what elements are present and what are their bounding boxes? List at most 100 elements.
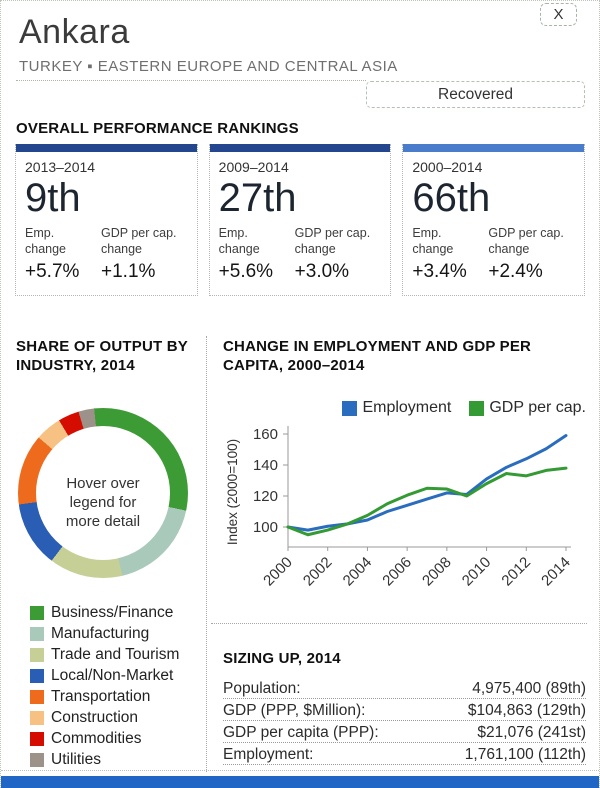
- metric-value: +5.7%: [25, 260, 80, 282]
- gdp-legend-item: GDP per cap.: [469, 399, 586, 417]
- employment-change-metric: Emp. change +3.4%: [412, 225, 474, 283]
- metric-value: +1.1%: [101, 260, 156, 282]
- card-accent-bar: [16, 144, 197, 152]
- svg-text:120: 120: [253, 488, 278, 505]
- metric-label: Emp. change: [218, 226, 260, 257]
- metric-label: GDP per cap. change: [101, 226, 177, 257]
- manufacturing-swatch-icon: [30, 626, 44, 641]
- row-value: 4,975,400 (89th): [472, 680, 586, 697]
- legend-label: Local/Non-Market: [51, 666, 174, 684]
- business-finance-swatch-icon: [30, 605, 44, 620]
- gdp-swatch-icon: [469, 400, 485, 416]
- row-label: GDP per capita (PPP):: [223, 724, 379, 741]
- card-period: 2009–2014: [218, 159, 289, 175]
- sizing-table: Population: 4,975,400 (89th) GDP (PPP, $…: [223, 677, 586, 765]
- y-axis-label: Index (2000=100): [225, 439, 240, 545]
- employment-swatch-icon: [342, 400, 358, 416]
- legend-item-business-finance[interactable]: Business/Finance: [30, 602, 179, 623]
- card-rank: 66th: [412, 176, 491, 220]
- legend-item-transportation[interactable]: Transportation: [30, 686, 179, 707]
- svg-text:2004: 2004: [340, 554, 376, 590]
- svg-text:2010: 2010: [459, 554, 495, 590]
- donut-hole: Hover over legend for more detail: [36, 426, 170, 560]
- svg-text:2012: 2012: [498, 554, 534, 590]
- card-accent-bar: [403, 144, 585, 152]
- card-rank: 9th: [25, 176, 81, 220]
- legend-label: Utilities: [51, 750, 101, 768]
- svg-text:2000: 2000: [260, 554, 296, 590]
- metric-label: GDP per cap. change: [294, 226, 371, 257]
- legend-label: Employment: [362, 399, 452, 416]
- industry-section-heading: SHARE OF OUTPUT BY INDUSTRY, 2014: [16, 338, 188, 374]
- footer-divider: [1, 770, 599, 771]
- row-label: Population:: [223, 680, 301, 697]
- legend-label: GDP per cap.: [489, 399, 586, 416]
- line-chart-legend: Employment GDP per cap.: [223, 399, 586, 417]
- metric-label: Emp. change: [412, 226, 454, 257]
- metric-value: +5.6%: [218, 260, 274, 282]
- metric-label: Emp. change: [25, 226, 67, 257]
- sizing-divider: [211, 623, 587, 624]
- donut-center-note: Hover over legend for more detail: [65, 475, 141, 530]
- row-value: $104,863 (129th): [467, 702, 586, 719]
- legend-label: Construction: [51, 708, 139, 726]
- transportation-swatch-icon: [30, 689, 44, 704]
- row-label: GDP (PPP, $Million):: [223, 702, 366, 719]
- local-non-market-swatch-icon: [30, 668, 44, 683]
- chart-section-heading: CHANGE IN EMPLOYMENT AND GDP PER CAPITA,…: [223, 338, 532, 374]
- legend-item-manufacturing[interactable]: Manufacturing: [30, 623, 179, 644]
- ranking-card-2000-2014: 2000–2014 66th Emp. change +3.4% GDP per…: [402, 144, 586, 296]
- legend-label: Commodities: [51, 729, 142, 747]
- legend-item-trade-tourism[interactable]: Trade and Tourism: [30, 644, 179, 665]
- legend-label: Trade and Tourism: [51, 645, 180, 663]
- industry-donut-wrap: Hover over legend for more detail: [18, 408, 188, 578]
- legend-item-local-non-market[interactable]: Local/Non-Market: [30, 665, 179, 686]
- employment-legend-item: Employment: [342, 399, 451, 417]
- svg-text:140: 140: [253, 457, 278, 474]
- card-period: 2013–2014: [25, 159, 96, 175]
- metric-value: +3.0%: [294, 260, 350, 282]
- legend-label: Transportation: [51, 687, 151, 705]
- construction-swatch-icon: [30, 710, 44, 725]
- metric-value: +3.4%: [412, 260, 467, 282]
- legend-label: Manufacturing: [51, 624, 150, 642]
- footer-accent-bar: [1, 776, 599, 788]
- svg-text:160: 160: [253, 426, 278, 443]
- legend-item-construction[interactable]: Construction: [30, 707, 179, 728]
- header-divider: [16, 80, 366, 81]
- gdp-change-metric: GDP per cap. change +3.0%: [295, 225, 377, 283]
- row-value: $21,076 (241st): [477, 724, 586, 741]
- metric-label: GDP per cap. change: [488, 226, 564, 257]
- card-rank: 27th: [218, 176, 297, 220]
- legend-label: Business/Finance: [51, 603, 174, 621]
- industry-donut-chart[interactable]: Hover over legend for more detail: [18, 408, 188, 578]
- legend-item-commodities[interactable]: Commodities: [30, 728, 179, 749]
- svg-text:2006: 2006: [379, 554, 415, 590]
- svg-text:2002: 2002: [300, 554, 336, 590]
- row-label: Employment:: [223, 746, 314, 763]
- rankings-heading: OVERALL PERFORMANCE RANKINGS: [16, 120, 299, 137]
- employment-change-metric: Emp. change +5.7%: [25, 225, 87, 283]
- page-subtitle: TURKEY ▪ EASTERN EUROPE AND CENTRAL ASIA: [19, 58, 398, 75]
- card-period: 2000–2014: [412, 159, 483, 175]
- sizing-heading: SIZING UP, 2014: [223, 650, 341, 667]
- svg-text:2008: 2008: [419, 554, 455, 590]
- status-recovered-button[interactable]: Recovered: [366, 81, 585, 108]
- commodities-swatch-icon: [30, 731, 44, 746]
- ranking-card-2009-2014: 2009–2014 27th Emp. change +5.6% GDP per…: [208, 144, 392, 296]
- close-button[interactable]: X: [540, 3, 577, 26]
- card-accent-bar: [209, 144, 391, 152]
- ranking-cards: 2013–2014 9th Emp. change +5.7% GDP per …: [15, 144, 586, 296]
- ranking-card-2013-2014: 2013–2014 9th Emp. change +5.7% GDP per …: [15, 144, 198, 296]
- column-divider: [206, 336, 207, 772]
- employment-change-metric: Emp. change +5.6%: [219, 225, 281, 283]
- legend-item-utilities[interactable]: Utilities: [30, 749, 179, 770]
- table-row-gdp-per-capita: GDP per capita (PPP): $21,076 (241st): [223, 721, 586, 743]
- table-row-employment: Employment: 1,761,100 (112th): [223, 743, 586, 765]
- table-row-population: Population: 4,975,400 (89th): [223, 677, 586, 699]
- table-row-gdp: GDP (PPP, $Million): $104,863 (129th): [223, 699, 586, 721]
- gdp-change-metric: GDP per cap. change +1.1%: [101, 225, 183, 283]
- page-title: Ankara: [19, 13, 130, 51]
